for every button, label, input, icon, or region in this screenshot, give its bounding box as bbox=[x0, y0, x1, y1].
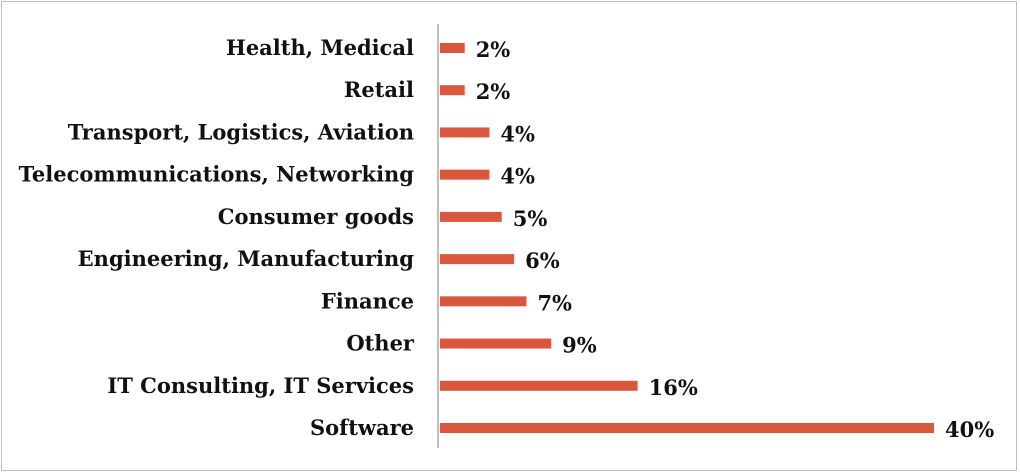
value-label: 6% bbox=[525, 248, 560, 273]
value-label: 9% bbox=[562, 333, 597, 358]
bar bbox=[440, 423, 934, 433]
category-label: Health, Medical bbox=[226, 35, 414, 60]
bar bbox=[440, 380, 638, 391]
value-label: 2% bbox=[476, 37, 511, 62]
category-label: Transport, Logistics, Aviation bbox=[68, 119, 414, 144]
bar bbox=[440, 211, 502, 222]
bar bbox=[440, 169, 490, 180]
value-label: 2% bbox=[476, 79, 511, 104]
category-label: Engineering, Manufacturing bbox=[78, 246, 415, 271]
category-label: Finance bbox=[321, 288, 414, 313]
value-label: 4% bbox=[500, 121, 535, 146]
bar bbox=[440, 85, 465, 96]
value-label: 4% bbox=[500, 164, 535, 189]
value-label: 40% bbox=[945, 417, 994, 442]
category-label: Retail bbox=[344, 77, 414, 102]
value-label: 16% bbox=[649, 375, 698, 400]
bar bbox=[440, 338, 552, 349]
category-label: Telecommunications, Networking bbox=[19, 162, 415, 187]
bar bbox=[440, 43, 465, 53]
bar bbox=[440, 254, 515, 265]
value-label: 7% bbox=[537, 290, 572, 315]
category-label: IT Consulting, IT Services bbox=[107, 373, 414, 398]
value-label: 5% bbox=[513, 206, 548, 231]
bar bbox=[440, 296, 527, 307]
category-label: Other bbox=[346, 331, 415, 356]
category-label: Software bbox=[310, 415, 414, 440]
category-label: Consumer goods bbox=[218, 204, 414, 229]
bar bbox=[440, 127, 490, 138]
